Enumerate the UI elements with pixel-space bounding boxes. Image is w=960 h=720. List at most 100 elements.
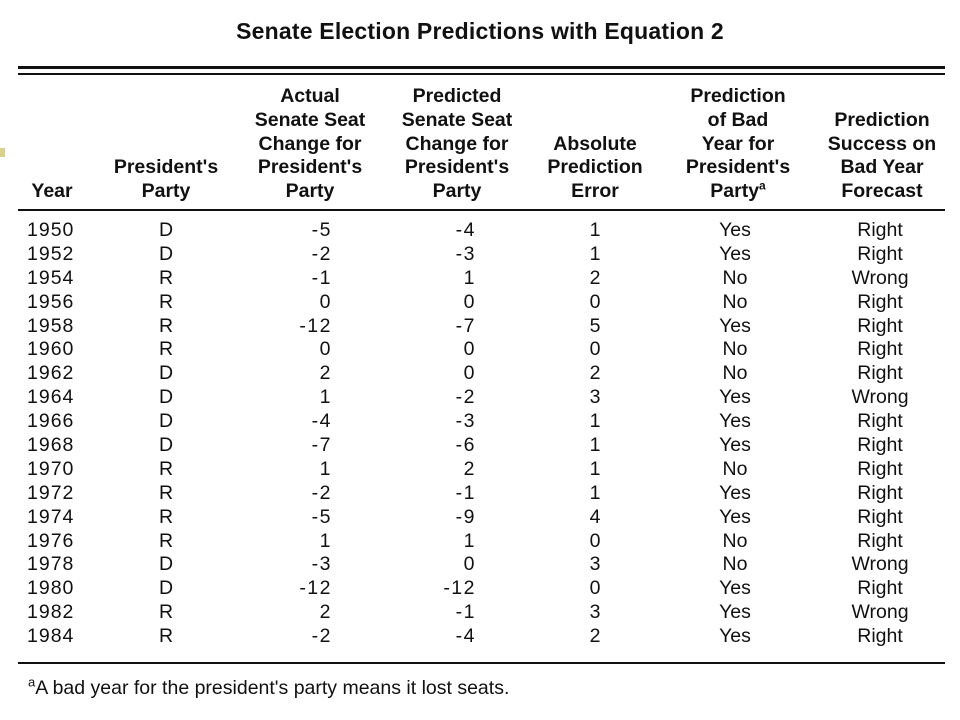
success-cell: Right — [857, 314, 903, 337]
header-success: Prediction Success on Bad Year Forecast — [812, 109, 952, 204]
table-header: Year President's Party Actual Senate Seat C… — [0, 82, 960, 204]
year-cell: 1950 — [27, 219, 75, 241]
predicted-change-cell: -6 — [455, 434, 476, 457]
bad-year-cell: No — [722, 338, 748, 361]
footnote-marker: a — [28, 674, 36, 690]
actual-change-cell: -3 — [311, 553, 332, 576]
success-cell: Right — [857, 625, 903, 648]
predicted-change-cell: 0 — [463, 553, 476, 576]
bad-year-cell: Yes — [719, 242, 751, 265]
bad-year-cell: No — [722, 529, 748, 552]
predicted-change-cell: 1 — [463, 266, 476, 289]
party-cell: R — [158, 290, 174, 313]
success-cell: Right — [857, 410, 903, 433]
actual-change-cell: -5 — [311, 505, 332, 528]
header-bad-year: Prediction of Bad Year for President's Party… — [664, 85, 812, 204]
year-cell: 1970 — [27, 457, 75, 480]
header-success-line: Success on — [812, 133, 952, 157]
bad-year-cell: Yes — [719, 386, 751, 409]
party-cell: R — [158, 457, 174, 480]
bad-year-cell: Yes — [719, 434, 751, 457]
bad-year-cell: Yes — [719, 314, 751, 337]
error-cell: 4 — [589, 505, 601, 528]
table-row: 1952 D -2 -3 1 Yes Right — [0, 243, 960, 267]
header-error-text: Prediction — [547, 156, 643, 179]
bottom-rule — [18, 662, 945, 664]
predicted-change-cell: -4 — [455, 625, 476, 648]
top-rule-secondary — [18, 73, 945, 75]
party-cell: D — [158, 219, 174, 241]
bad-year-cell: No — [722, 362, 748, 385]
actual-change-cell: 1 — [319, 529, 332, 552]
header-bad_year-text: Party — [710, 180, 760, 203]
success-cell: Right — [857, 529, 903, 552]
header-bad_year-text: of Bad — [707, 108, 769, 131]
header-predicted-text: Senate Seat — [401, 108, 513, 131]
actual-change-cell: -7 — [311, 434, 332, 457]
year-cell: 1960 — [27, 338, 75, 361]
header-year: Year — [18, 180, 86, 204]
bad-year-cell: No — [722, 457, 748, 480]
bad-year-cell: Yes — [719, 505, 751, 528]
bad-year-cell: No — [722, 553, 748, 576]
year-cell: 1976 — [27, 529, 75, 552]
header-actual-text: Senate Seat — [254, 108, 366, 131]
success-cell: Right — [857, 481, 903, 504]
year-cell: 1974 — [27, 505, 75, 528]
actual-change-cell: -2 — [311, 625, 332, 648]
error-cell: 3 — [589, 601, 601, 624]
header-success-line: Prediction — [812, 109, 952, 133]
table-row: 1976 R 1 1 0 No Right — [0, 530, 960, 554]
actual-change-cell: 1 — [319, 386, 332, 409]
top-rule — [18, 66, 945, 69]
table-row: 1982 R 2 -1 3 Yes Wrong — [0, 601, 960, 625]
header-year-line: Year — [18, 180, 86, 204]
party-cell: D — [158, 553, 174, 576]
bad-year-cell: Yes — [719, 601, 751, 624]
actual-change-cell: -12 — [299, 577, 332, 600]
table-body: 1950 D -5 -4 1 Yes Right 1952 D -2 -3 1 Yes Right 1954… — [0, 219, 960, 649]
header-actual-line: Senate Seat — [236, 109, 384, 133]
header-actual-line: President's — [236, 156, 384, 180]
predicted-change-cell: 1 — [463, 529, 476, 552]
year-cell: 1982 — [27, 601, 75, 624]
party-cell: R — [158, 314, 174, 337]
actual-change-cell: 2 — [319, 362, 332, 385]
year-cell: 1964 — [27, 386, 75, 409]
success-cell: Right — [857, 338, 903, 361]
table-row: 1984 R -2 -4 2 Yes Right — [0, 625, 960, 649]
party-cell: D — [158, 410, 174, 433]
header-footnote-marker: a — [759, 178, 766, 193]
bad-year-cell: Yes — [719, 577, 751, 600]
header-year-text: Year — [31, 180, 73, 203]
year-cell: 1962 — [27, 362, 75, 385]
error-cell: 3 — [589, 386, 601, 409]
year-cell: 1954 — [27, 266, 75, 289]
header-error-text: Error — [571, 180, 619, 203]
error-cell: 5 — [589, 314, 601, 337]
year-cell: 1972 — [27, 481, 75, 504]
predicted-change-cell: -2 — [455, 386, 476, 409]
error-cell: 2 — [589, 362, 601, 385]
actual-change-cell: -2 — [311, 242, 332, 265]
header-success-text: Success on — [827, 132, 937, 155]
header-predicted-text: Predicted — [412, 85, 502, 108]
predicted-change-cell: -3 — [455, 410, 476, 433]
header-party: President's Party — [98, 156, 234, 204]
header-bad_year-line: Partya — [664, 180, 812, 204]
predicted-change-cell: 0 — [463, 290, 476, 313]
year-cell: 1956 — [27, 290, 75, 313]
header-actual-text: Party — [285, 180, 335, 203]
party-cell: R — [158, 625, 174, 648]
header-bad_year-line: of Bad — [664, 109, 812, 133]
predicted-change-cell: -7 — [455, 314, 476, 337]
success-cell: Wrong — [851, 553, 909, 576]
success-cell: Right — [857, 219, 903, 241]
header-predicted-line: President's — [384, 156, 530, 180]
header-party-text: President's — [113, 156, 219, 179]
success-cell: Wrong — [851, 386, 909, 409]
header-error-text: Absolute — [553, 132, 637, 155]
success-cell: Wrong — [851, 601, 909, 624]
header-party-text: Party — [141, 180, 191, 203]
header-error-line: Absolute — [530, 133, 660, 157]
